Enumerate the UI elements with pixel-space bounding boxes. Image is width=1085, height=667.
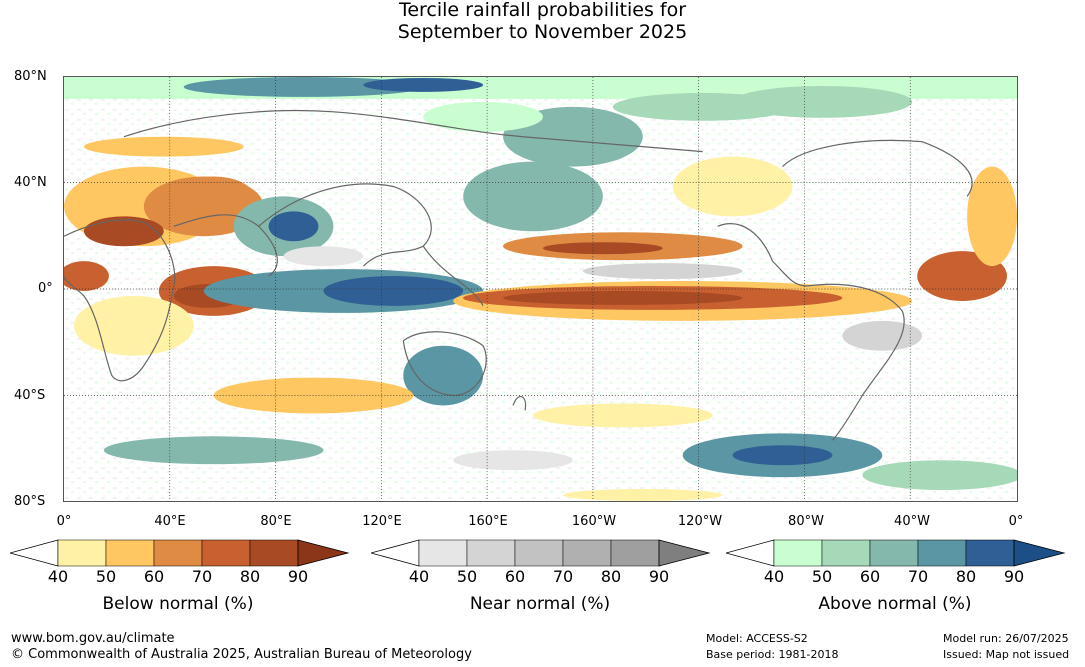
coastlines: [64, 110, 973, 441]
below-normal-swatch-40-50: [57, 539, 107, 567]
above-tick-40: 40: [763, 567, 785, 586]
near-normal-swatch-50-60: [466, 539, 516, 567]
above-normal-swatch-50-60: [821, 539, 871, 567]
near-normal-swatch-max: [658, 539, 711, 567]
above-normal-title: Above normal (%): [818, 594, 972, 614]
above-normal-swatch-60-70: [869, 539, 919, 567]
near-tick-60: 60: [504, 567, 526, 586]
lon-label-160w: 160°W: [571, 514, 617, 529]
map-title-line2: September to November 2025: [397, 21, 688, 43]
lon-label-80w: 80°W: [788, 514, 824, 529]
lon-label-0: 0°: [56, 514, 72, 529]
below-normal-swatch-50-60: [105, 539, 155, 567]
above-normal-colorbar: [726, 539, 1066, 567]
near-tick-80: 80: [600, 567, 622, 586]
lon-label-40e: 40°E: [154, 514, 186, 529]
map-title-line1: Tercile rainfall probabilities for: [398, 0, 687, 21]
model-name: Model: ACCESS-S2: [706, 632, 808, 645]
lat-label-40n: 40°N: [14, 175, 47, 190]
near-normal-title: Near normal (%): [469, 594, 611, 614]
below-normal-swatch-80-90: [249, 539, 299, 567]
lat-label-80n: 80°N: [14, 69, 47, 84]
near-normal-swatch-70-80: [562, 539, 612, 567]
arctic-above-normal-region: [64, 77, 1017, 167]
near-normal-region: [283, 246, 923, 471]
above-tick-80: 80: [955, 567, 977, 586]
lat-label-80s: 80°S: [14, 494, 46, 509]
below-tick-90: 90: [287, 567, 309, 586]
lon-label-0-right: 0°: [1008, 514, 1024, 529]
near-normal-colorbar: [371, 539, 711, 567]
model-run-date: Model run: 26/07/2025: [943, 632, 1069, 645]
near-normal-swatch-min: [371, 539, 420, 567]
below-normal-swatch-min: [10, 539, 59, 567]
below-normal-swatch-60-70: [153, 539, 203, 567]
lon-label-160e: 160°E: [468, 514, 508, 529]
southern-ocean-region: [103, 377, 1017, 501]
near-normal-swatch-80-90: [610, 539, 660, 567]
above-normal-swatch-40-50: [773, 539, 823, 567]
near-normal-swatch-40-50: [418, 539, 468, 567]
below-tick-70: 70: [191, 567, 213, 586]
rainfall-probability-map: [63, 76, 1018, 502]
issued-status: Issued: Map not issued: [943, 648, 1070, 661]
above-tick-90: 90: [1003, 567, 1025, 586]
below-tick-50: 50: [95, 567, 117, 586]
indian-ocean-above-normal-region: [203, 161, 603, 406]
near-tick-40: 40: [408, 567, 430, 586]
lat-label-0: 0°: [38, 281, 53, 296]
lat-label-40s: 40°S: [14, 388, 46, 403]
lon-label-80e: 80°E: [260, 514, 292, 529]
below-tick-60: 60: [143, 567, 165, 586]
pacific-below-normal-region: [453, 156, 1017, 321]
below-normal-swatch-max: [297, 539, 350, 567]
base-period: Base period: 1981-2018: [706, 648, 839, 661]
above-normal-swatch-min: [726, 539, 775, 567]
near-tick-70: 70: [552, 567, 574, 586]
below-tick-40: 40: [47, 567, 69, 586]
near-tick-50: 50: [456, 567, 478, 586]
above-normal-swatch-80-90: [965, 539, 1015, 567]
below-tick-80: 80: [239, 567, 261, 586]
website-link[interactable]: www.bom.gov.au/climate: [11, 631, 175, 646]
above-tick-60: 60: [859, 567, 881, 586]
copyright-text: © Commonwealth of Australia 2025, Austra…: [11, 647, 472, 662]
below-normal-swatch-70-80: [201, 539, 251, 567]
lon-label-120w: 120°W: [677, 514, 723, 529]
lon-label-40w: 40°W: [894, 514, 930, 529]
near-normal-swatch-60-70: [514, 539, 564, 567]
above-normal-swatch-70-80: [917, 539, 967, 567]
below-normal-title: Below normal (%): [102, 594, 254, 614]
near-tick-90: 90: [648, 567, 670, 586]
above-tick-50: 50: [811, 567, 833, 586]
above-tick-70: 70: [907, 567, 929, 586]
below-normal-colorbar: [10, 539, 350, 567]
lon-label-120e: 120°E: [362, 514, 402, 529]
above-normal-swatch-max: [1013, 539, 1066, 567]
graticule: [64, 77, 1017, 501]
